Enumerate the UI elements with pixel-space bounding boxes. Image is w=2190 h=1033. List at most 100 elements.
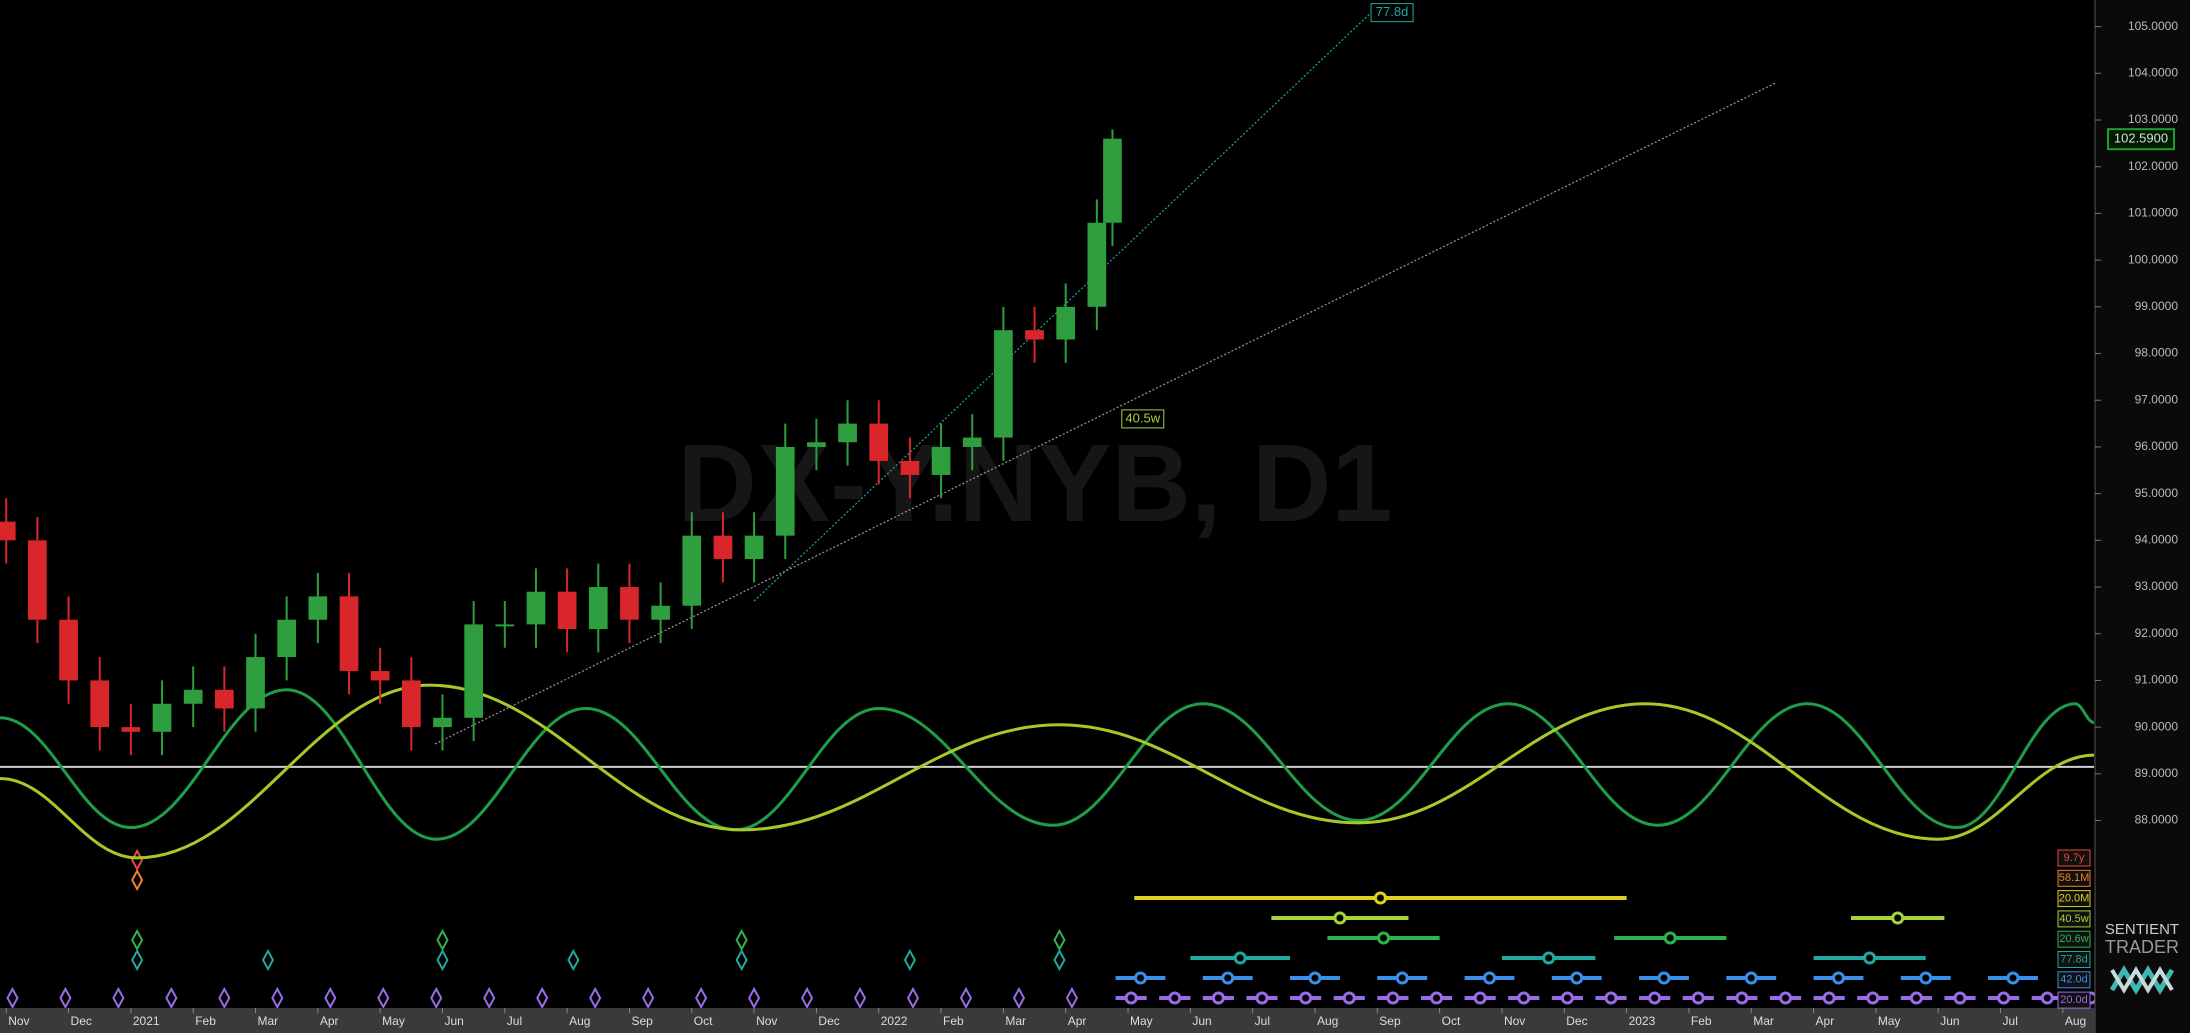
legend-box xyxy=(2057,971,2091,989)
candle-body xyxy=(838,423,857,443)
phase-dot xyxy=(1342,991,1356,1005)
candle-body xyxy=(869,423,889,461)
legend-label: 20.0M xyxy=(2059,893,2090,905)
y-tick-label: 102.0000 xyxy=(2128,159,2178,173)
x-tick-label: Feb xyxy=(1691,1014,1712,1028)
phase-dot xyxy=(1221,971,1235,985)
phase-diamond xyxy=(436,928,449,952)
phase-diamond xyxy=(642,986,655,1010)
phase-diamond xyxy=(131,948,144,972)
trend-line xyxy=(434,82,1777,745)
x-tick-label: May xyxy=(1130,1014,1153,1028)
candle-body xyxy=(59,619,78,681)
candle-body xyxy=(1103,138,1122,223)
x-tick-label: Oct xyxy=(1442,1014,1461,1028)
phase-dot xyxy=(1308,971,1322,985)
legend-box xyxy=(2057,991,2091,1009)
phase-dot xyxy=(1133,971,1147,985)
logo-text: SENTIENT xyxy=(2105,921,2179,938)
x-tick-label: Jun xyxy=(1940,1014,1959,1028)
y-tick-label: 96.0000 xyxy=(2135,439,2179,453)
x-tick-label: Mar xyxy=(1005,1014,1026,1028)
candle-body xyxy=(339,596,359,672)
y-tick-label: 105.0000 xyxy=(2128,19,2178,33)
phase-dot xyxy=(1691,991,1705,1005)
y-tick-label: 101.0000 xyxy=(2128,206,2178,220)
x-tick-label: Oct xyxy=(694,1014,713,1028)
phase-diamond xyxy=(131,868,144,892)
candle-body xyxy=(152,703,172,732)
phase-diamond xyxy=(1053,928,1066,952)
y-tick-label: 90.0000 xyxy=(2135,719,2179,733)
y-tick-label: 89.0000 xyxy=(2135,766,2179,780)
x-tick-label: Feb xyxy=(195,1014,216,1028)
phase-dot xyxy=(1744,971,1758,985)
phase-diamond xyxy=(59,986,72,1010)
phase-diamond xyxy=(735,928,748,952)
phase-diamond xyxy=(906,986,920,1010)
phase-dot xyxy=(1891,911,1905,925)
legend-box xyxy=(2057,849,2091,867)
phase-dot xyxy=(1919,971,1933,985)
legend-label: 20.0d xyxy=(2060,994,2088,1006)
candle-body xyxy=(962,437,982,447)
phase-dot xyxy=(1863,951,1877,965)
y-tick-label: 99.0000 xyxy=(2135,299,2179,313)
x-tick-label: Apr xyxy=(320,1014,339,1028)
phase-dot xyxy=(2040,991,2054,1005)
phase-dot xyxy=(1570,971,1584,985)
x-tick-label: Aug xyxy=(569,1014,590,1028)
phase-dot xyxy=(1395,971,1409,985)
legend-label: 77.8d xyxy=(2060,953,2088,965)
price-tag xyxy=(2107,128,2175,151)
time-axis-panel xyxy=(0,1008,2095,1033)
candle-body xyxy=(931,446,951,475)
phase-dot xyxy=(1735,991,1749,1005)
candle-body xyxy=(682,535,702,606)
x-tick-label: Feb xyxy=(943,1014,964,1028)
candle-body xyxy=(713,535,733,560)
phase-diamond xyxy=(567,948,580,972)
phase-dot xyxy=(1430,991,1444,1005)
phase-diamond xyxy=(853,986,867,1010)
candle-body xyxy=(277,619,297,658)
x-tick-label: Dec xyxy=(1566,1014,1587,1028)
candle-body xyxy=(900,460,920,475)
phase-dot xyxy=(1953,991,1967,1005)
candle-body xyxy=(588,587,608,630)
phase-dot xyxy=(1822,991,1836,1005)
annotation-box xyxy=(1370,3,1414,23)
phase-diamond xyxy=(959,986,973,1010)
phase-diamond xyxy=(112,986,125,1010)
candle-body xyxy=(744,535,764,560)
x-tick-label: Nov xyxy=(8,1014,29,1028)
phase-diamond xyxy=(324,986,337,1010)
y-tick-label: 92.0000 xyxy=(2135,626,2179,640)
phase-diamond xyxy=(1065,986,1079,1010)
phase-dot xyxy=(1866,991,1880,1005)
candle-body xyxy=(651,605,670,620)
phase-dot xyxy=(1604,991,1618,1005)
x-tick-label: Nov xyxy=(756,1014,777,1028)
y-tick-label: 95.0000 xyxy=(2135,486,2179,500)
phase-dot xyxy=(1517,991,1531,1005)
candle-body xyxy=(28,540,47,620)
candle-body xyxy=(495,624,515,627)
phase-diamond xyxy=(261,948,275,972)
phase-dot xyxy=(1542,951,1556,965)
phase-dot xyxy=(1997,991,2011,1005)
phase-diamond xyxy=(589,986,602,1010)
y-tick-label: 104.0000 xyxy=(2128,65,2178,79)
phase-diamond xyxy=(747,986,761,1010)
phase-dot xyxy=(1648,991,1662,1005)
phase-dot xyxy=(1299,991,1313,1005)
x-tick-label: Sep xyxy=(1379,1014,1401,1028)
phase-dot xyxy=(1373,891,1387,905)
legend-label: 58.1M xyxy=(2059,872,2090,884)
phase-diamond xyxy=(1012,986,1026,1010)
phase-dot xyxy=(1386,991,1400,1005)
phase-diamond xyxy=(695,986,708,1010)
phase-diamond xyxy=(903,948,916,972)
